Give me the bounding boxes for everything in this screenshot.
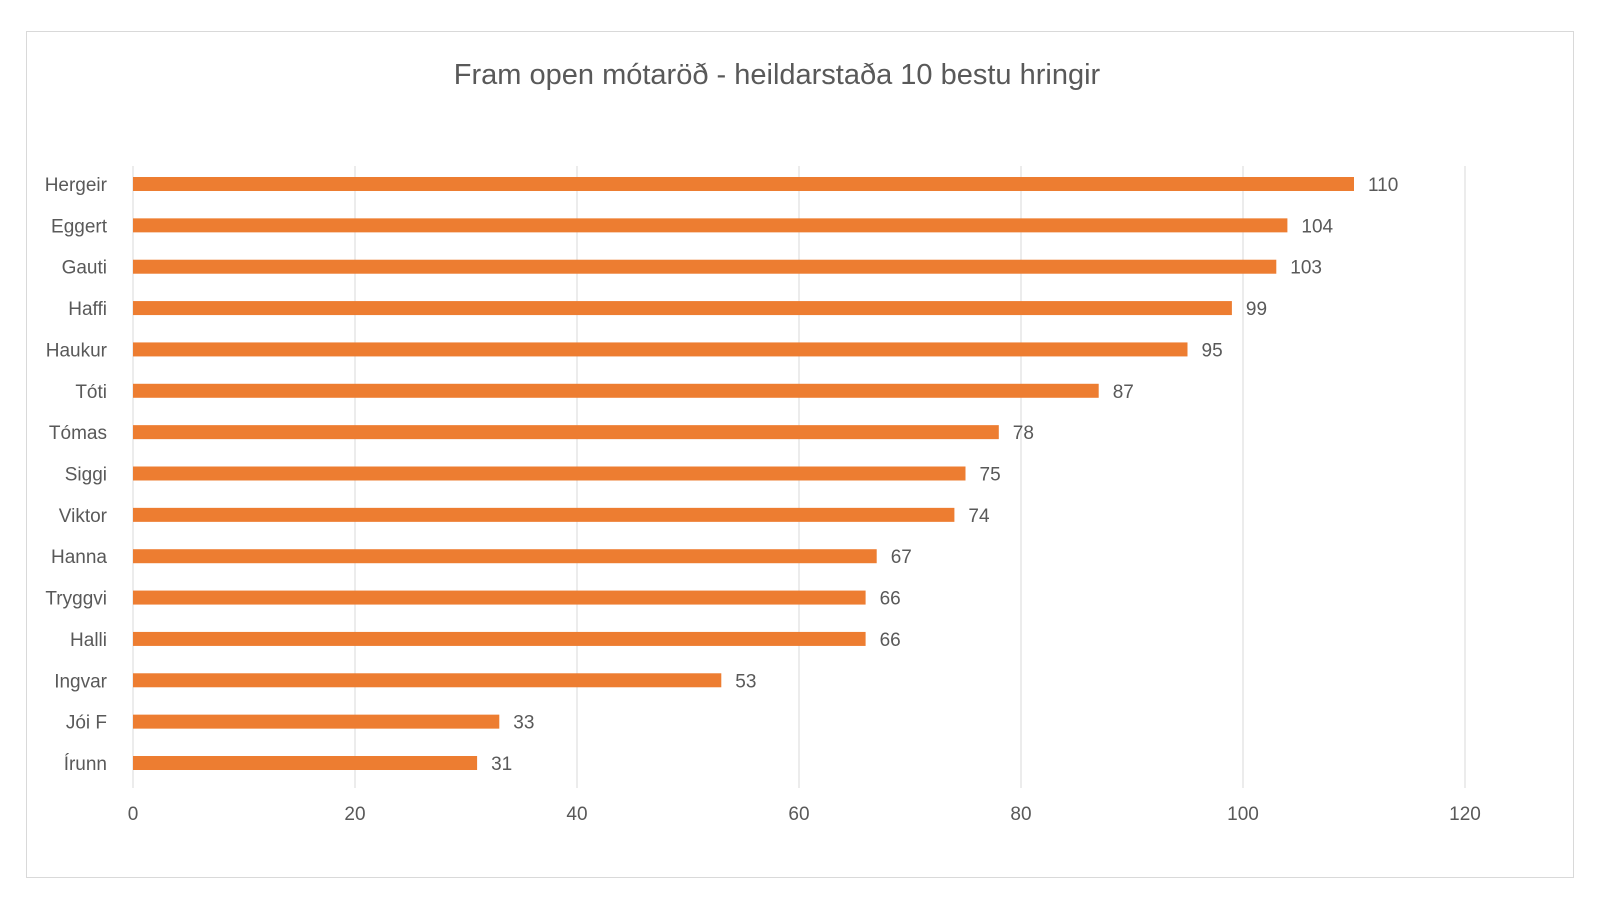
category-labels: Hergeir Eggert Gauti Haffi Haukur Tóti Tómas Si…	[45, 175, 108, 775]
x-tick-label: 20	[344, 804, 365, 825]
data-label: 66	[880, 589, 901, 610]
bar	[133, 342, 1188, 357]
data-label: 31	[491, 754, 512, 775]
x-tick-label: 100	[1227, 804, 1259, 825]
bar	[133, 631, 866, 646]
bar	[133, 507, 955, 522]
chart-frame: Fram open mótaröð - heildarstaða 10 best…	[26, 31, 1574, 878]
category-label: Tómas	[49, 423, 107, 444]
category-label: Halli	[70, 630, 107, 651]
data-label: 104	[1301, 216, 1333, 237]
bar-chart: Fram open mótaröð - heildarstaða 10 best…	[45, 59, 1481, 825]
bar	[133, 714, 500, 729]
category-label: Hanna	[51, 547, 107, 568]
data-label: 99	[1246, 299, 1267, 320]
category-label: Ingvar	[54, 671, 107, 692]
bar	[133, 177, 1354, 191]
data-label: 74	[968, 506, 990, 527]
category-label: Tryggvi	[45, 589, 107, 610]
bars	[133, 177, 1354, 770]
data-label: 66	[880, 630, 901, 651]
data-label: 75	[980, 465, 1001, 486]
data-label: 95	[1202, 340, 1223, 361]
x-tick-label: 0	[128, 804, 139, 825]
category-label: Haffi	[68, 299, 107, 320]
data-label: 78	[1013, 423, 1034, 444]
chart-title: Fram open mótaröð - heildarstaða 10 best…	[454, 59, 1101, 91]
category-label: Jói F	[66, 713, 107, 734]
data-label: 87	[1113, 382, 1134, 403]
data-label: 67	[891, 547, 912, 568]
x-tick-label: 80	[1010, 804, 1031, 825]
bar	[133, 590, 866, 605]
bar	[133, 673, 722, 688]
bar	[133, 756, 478, 770]
x-axis-ticks: 0 20 40 60 80 100 120	[128, 804, 1481, 825]
x-tick-label: 120	[1449, 804, 1481, 825]
category-label: Viktor	[59, 506, 108, 527]
category-label: Eggert	[51, 216, 108, 237]
data-label: 103	[1290, 258, 1322, 279]
bar	[133, 383, 1099, 398]
category-label: Írunn	[64, 754, 107, 775]
bar	[133, 466, 966, 481]
bar	[133, 425, 999, 440]
category-label: Gauti	[62, 258, 107, 279]
x-tick-label: 40	[566, 804, 587, 825]
bar	[133, 259, 1277, 274]
category-label: Hergeir	[45, 175, 108, 196]
category-label: Siggi	[65, 465, 107, 486]
data-label: 53	[735, 671, 756, 692]
bar	[133, 218, 1288, 233]
bar	[133, 549, 877, 564]
category-label: Tóti	[75, 382, 107, 403]
data-label: 110	[1368, 175, 1398, 196]
bar	[133, 301, 1232, 316]
x-tick-label: 60	[788, 804, 809, 825]
data-label: 33	[513, 713, 534, 734]
category-label: Haukur	[46, 340, 108, 361]
